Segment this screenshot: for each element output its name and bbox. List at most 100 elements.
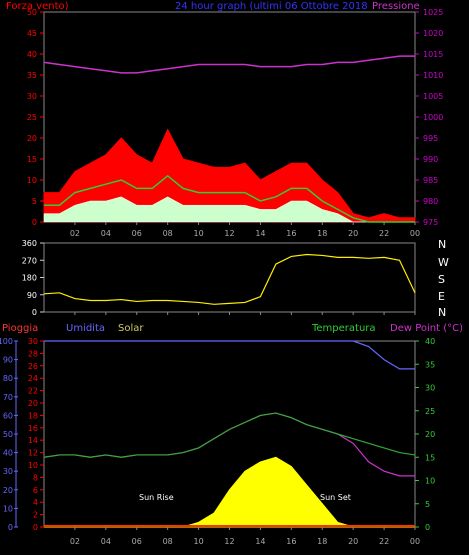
- y2-tick-label: 1025: [423, 8, 443, 17]
- sunset-label: Sun Set: [320, 493, 351, 502]
- x-tick-label: 04: [101, 229, 111, 238]
- humidity-tick-label: 70: [3, 393, 13, 402]
- humidity-tick-label: 30: [3, 467, 13, 476]
- temp-tick-label: 15: [425, 453, 435, 462]
- rain-tick-label: 28: [28, 349, 38, 358]
- x-tick-label: 12: [224, 537, 234, 546]
- y-tick-label: 0: [32, 308, 37, 317]
- series-wind-avg: [44, 174, 415, 223]
- series-dewpoint: [43, 412, 415, 477]
- y2-tick-label: 975: [423, 218, 438, 227]
- series-pressure: [43, 55, 415, 74]
- x-tick-label: 08: [163, 229, 173, 238]
- rain-tick-label: 24: [28, 374, 38, 383]
- x-tick-label: 06: [132, 229, 142, 238]
- rain-tick-label: 26: [28, 362, 38, 371]
- humidity-tick-label: 10: [3, 504, 13, 513]
- dir-letter: E: [438, 290, 445, 303]
- x-tick-label: 16: [286, 229, 296, 238]
- temp-tick-label: 35: [425, 360, 435, 369]
- humidity-tick-label: 60: [3, 411, 13, 420]
- wind-force-label: Forza vento): [6, 1, 69, 12]
- x-tick-label: 22: [379, 537, 389, 546]
- y-tick-label: 25: [27, 113, 37, 122]
- rain-tick-label: 16: [28, 424, 38, 433]
- chart-title: 24 hour graph (ultimi 06 Ottobre 2018: [175, 1, 368, 12]
- humidity-tick-label: 90: [3, 356, 13, 365]
- rain-tick-label: 14: [28, 436, 38, 445]
- series-humidity: [44, 340, 415, 370]
- y-tick-label: 10: [27, 176, 37, 185]
- x-tick-label: 02: [70, 229, 80, 238]
- y2-tick-label: 1000: [423, 113, 443, 122]
- series-solar: [44, 456, 415, 528]
- y2-tick-label: 1010: [423, 71, 443, 80]
- y2-tick-label: 1015: [423, 50, 443, 59]
- rain-label: Pioggia: [2, 323, 38, 334]
- rain-tick-label: 6: [33, 486, 38, 495]
- y-tick-label: 180: [22, 274, 37, 283]
- y-tick-label: 360: [22, 239, 37, 248]
- rain-tick-label: 0: [33, 523, 38, 532]
- humidity-tick-label: 50: [3, 430, 13, 439]
- y2-tick-label: 1020: [423, 29, 443, 38]
- y2-tick-label: 1005: [423, 92, 443, 101]
- solar-label: Solar: [118, 323, 144, 334]
- y-tick-label: 270: [22, 256, 37, 265]
- rain-tick-label: 20: [28, 399, 38, 408]
- humidity-tick-label: 80: [3, 374, 13, 383]
- direction-letters: N W S E N: [438, 238, 449, 319]
- humidity-tick-label: 0: [8, 523, 13, 532]
- temp-tick-label: 10: [425, 477, 435, 486]
- x-tick-label: 18: [317, 229, 327, 238]
- series-wind-speed: [43, 196, 415, 223]
- series-wind-gust: [43, 128, 416, 223]
- x-tick-label: 02: [70, 537, 80, 546]
- dir-letter: W: [438, 256, 449, 269]
- y2-tick-label: 985: [423, 176, 438, 185]
- x-tick-label: 20: [348, 229, 358, 238]
- temp-tick-label: 5: [425, 500, 430, 509]
- y2-tick-label: 990: [423, 155, 438, 164]
- y2-tick-label: 995: [423, 134, 438, 143]
- x-tick-label: 12: [224, 229, 234, 238]
- y-tick-label: 0: [32, 218, 37, 227]
- dir-letter: S: [438, 273, 445, 286]
- pressure-label: Pressione: [372, 1, 420, 12]
- humidity-tick-label: 20: [3, 486, 13, 495]
- dir-letter: N: [438, 306, 446, 319]
- x-tick-label: 00: [410, 537, 420, 546]
- temp-tick-label: 0: [425, 523, 430, 532]
- x-tick-label: 16: [286, 537, 296, 546]
- temp-tick-label: 20: [425, 430, 435, 439]
- y-tick-label: 45: [27, 29, 37, 38]
- y-tick-label: 15: [27, 155, 37, 164]
- rain-tick-label: 10: [28, 461, 38, 470]
- x-tick-label: 10: [193, 229, 203, 238]
- x-tick-label: 10: [193, 537, 203, 546]
- rain-tick-label: 12: [28, 449, 38, 458]
- series-wind-direction: [43, 253, 416, 305]
- x-tick-label: 22: [379, 229, 389, 238]
- y-tick-label: 35: [27, 71, 37, 80]
- humidity-tick-label: 40: [3, 449, 13, 458]
- x-tick-label: 00: [410, 229, 420, 238]
- rain-tick-label: 30: [28, 337, 38, 346]
- y2-tick-label: 980: [423, 197, 438, 206]
- x-tick-label: 20: [348, 537, 358, 546]
- rain-tick-label: 22: [28, 387, 38, 396]
- series-temperature: [43, 412, 416, 458]
- rain-tick-label: 2: [33, 511, 38, 520]
- x-tick-label: 04: [101, 537, 111, 546]
- y-tick-label: 50: [27, 8, 37, 17]
- rain-tick-label: 8: [33, 473, 38, 482]
- direction-panel: [43, 242, 416, 313]
- humidity-label: Umidita: [66, 323, 105, 334]
- temp-tick-label: 40: [425, 337, 435, 346]
- sunrise-label: Sun Rise: [139, 493, 174, 502]
- dewpoint-label: Dew Point (°C): [390, 323, 463, 334]
- y-tick-label: 5: [32, 197, 37, 206]
- temp-tick-label: 25: [425, 407, 435, 416]
- x-tick-label: 14: [255, 537, 265, 546]
